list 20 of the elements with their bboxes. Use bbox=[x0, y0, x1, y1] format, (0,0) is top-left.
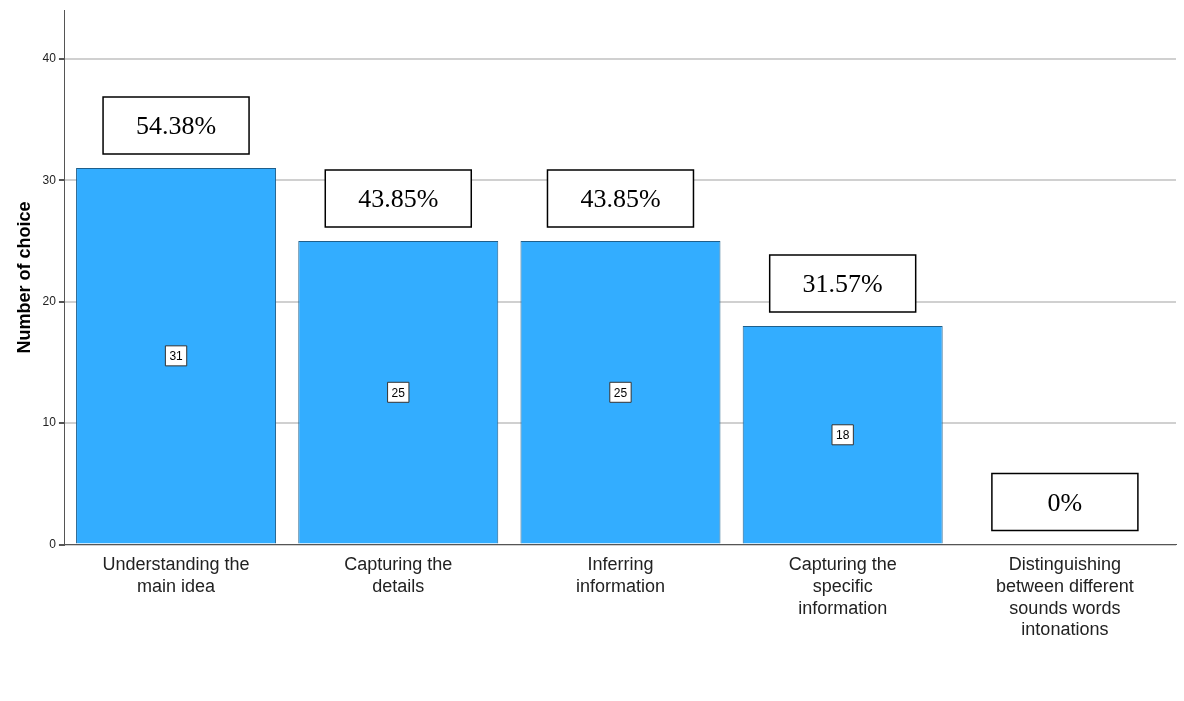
y-tick-label: 40 bbox=[42, 51, 57, 66]
x-tick-label: Distinguishing between different sounds words intonations bbox=[996, 554, 1134, 640]
data-label: 25 bbox=[391, 385, 406, 400]
data-label: 25 bbox=[613, 385, 628, 400]
y-tick-label: 20 bbox=[42, 294, 57, 308]
x-tick-label: Inferring information bbox=[575, 554, 665, 596]
annotation: 0% bbox=[1047, 487, 1083, 517]
y-axis-title: Number of choice bbox=[13, 201, 34, 354]
data-label: 18 bbox=[836, 428, 850, 443]
y-tick-label: 10 bbox=[42, 415, 57, 430]
x-tick-label: Capturing the specific information bbox=[788, 554, 897, 618]
annotation: 54.38% bbox=[135, 111, 217, 141]
annotation: 31.57% bbox=[802, 269, 883, 299]
annotation: 43.85% bbox=[580, 184, 661, 214]
x-tick-label: Understanding the main idea bbox=[102, 554, 250, 596]
y-tick-label: 30 bbox=[42, 172, 57, 187]
y-tick-label: 0 bbox=[49, 536, 57, 551]
annotation: 43.85% bbox=[358, 184, 439, 214]
data-label: 31 bbox=[169, 349, 184, 364]
x-tick-label: Capturing the details bbox=[344, 554, 453, 596]
